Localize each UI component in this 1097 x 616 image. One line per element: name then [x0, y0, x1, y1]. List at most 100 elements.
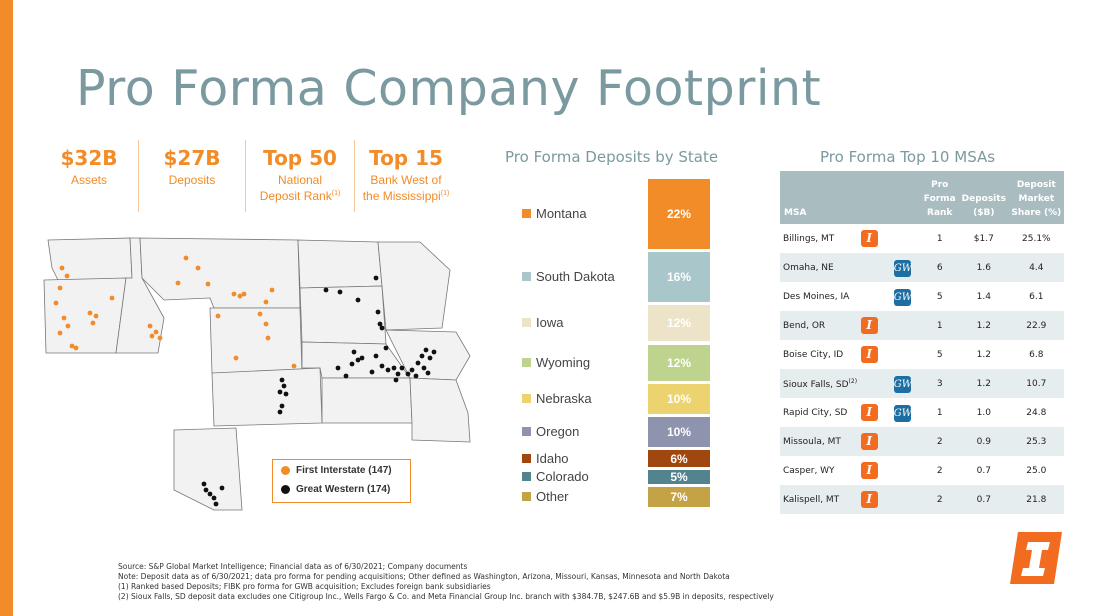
footnote-note: Note: Deposit data as of 6/30/2021; data…	[118, 572, 730, 581]
table-row: Missoula, MT IGW20.925.3	[780, 427, 1064, 456]
bar-value-label: 6%	[670, 451, 688, 466]
rank-cell: 1	[920, 311, 959, 340]
legend-item: Idaho	[522, 451, 569, 466]
col-header-logos	[858, 171, 921, 224]
bar-segment: 6%	[648, 450, 710, 468]
bar-value-label: 5%	[670, 470, 688, 485]
first-interstate-logo	[1010, 532, 1062, 584]
rank-cell: 5	[936, 291, 943, 302]
deposits-cell: 1.6	[958, 253, 1009, 282]
legend-swatch	[522, 427, 531, 437]
rank-cell: 6	[920, 253, 959, 282]
msa-name-cell: Missoula, MT	[780, 427, 859, 456]
bank-logos-cell: IGW	[859, 456, 921, 485]
bar-segment: 22%	[648, 179, 710, 249]
map-legend: First Interstate (147) Great Western (17…	[272, 459, 411, 503]
divider	[354, 140, 355, 212]
state-colorado	[211, 367, 323, 427]
legend-swatch	[522, 271, 531, 281]
deposits-cell: 1.2	[976, 349, 991, 360]
share-cell: 6.1	[1029, 291, 1044, 302]
legend-swatch	[281, 466, 290, 475]
header-line: Deposit	[1016, 180, 1056, 190]
legend-swatch	[522, 491, 531, 501]
col-header-rank: Pro Forma Rank	[920, 171, 959, 224]
kpi-value: Top 50	[263, 146, 337, 170]
category-label: Idaho	[536, 450, 569, 466]
deposits-chart-title: Pro Forma Deposits by State	[505, 148, 719, 166]
state-oregon	[43, 277, 127, 354]
msa-table-title: Pro Forma Top 10 MSAs	[820, 148, 996, 166]
share-cell: 25.3	[1008, 427, 1064, 456]
header-line: Rank	[927, 208, 953, 218]
header-line: Forma	[923, 194, 956, 204]
deposits-cell: 0.7	[958, 485, 1009, 514]
legend-swatch	[522, 472, 531, 482]
bar-segment: 12%	[648, 304, 710, 342]
bar-value-label: 12%	[666, 316, 692, 331]
kpi-label-line1: Bank West of	[370, 173, 442, 187]
great-western-icon: GW	[893, 375, 912, 393]
legend-swatch	[522, 318, 531, 328]
category-label: Oregon	[536, 424, 580, 440]
bar-segment: 10%	[648, 384, 710, 415]
bar-segment: 16%	[648, 251, 710, 302]
msa-name-cell: Sioux Falls, SD(2)	[780, 369, 859, 398]
share-cell: 25.1%	[1022, 233, 1051, 244]
table-row: Rapid City, SD I GW 1 1.0 24.8	[780, 398, 1064, 427]
share-cell: 25.0	[1026, 465, 1047, 476]
bank-logos-cell: IGW	[859, 282, 921, 311]
table-row: Casper, WY IGW 2 0.7 25.0	[780, 456, 1064, 485]
msa-name: Omaha, NE	[783, 262, 834, 273]
msa-name: Boise City, ID	[783, 349, 844, 360]
legend-swatch	[281, 485, 290, 494]
share-cell: 21.8	[1008, 485, 1064, 514]
category-label: Iowa	[536, 315, 564, 331]
header-line: Share (%)	[1011, 208, 1062, 218]
msa-name-cell: Casper, WY	[780, 456, 859, 485]
deposits-cell: 0.9	[958, 427, 1009, 456]
deposits-cell: 1.0	[976, 407, 991, 418]
state-wyoming	[209, 307, 303, 374]
msa-name: Rapid City, SD	[783, 407, 848, 418]
msa-name: Sioux Falls, SD	[783, 379, 849, 390]
state-washington	[47, 237, 133, 281]
msa-table: MSA Pro Forma Rank Deposits ($B) Deposit…	[780, 171, 1064, 514]
state-montana	[139, 237, 301, 309]
bank-logos-cell: IGW	[859, 340, 921, 369]
state-kansas	[321, 377, 413, 424]
first-interstate-icon: I	[860, 461, 878, 479]
msa-name-cell: Bend, OR	[780, 311, 859, 340]
msa-name: Missoula, MT	[783, 436, 841, 447]
deposits-cell: 1.2	[958, 311, 1009, 340]
rank-cell: 2	[920, 485, 959, 514]
first-interstate-icon: I	[860, 316, 878, 334]
footprint-map	[43, 237, 471, 511]
kpi-national-rank: Top 50 National Deposit Rank(1)	[246, 140, 354, 212]
kpi-label-line2: the Mississippi	[362, 189, 441, 203]
footnotes: Source: S&P Global Market Intelligence; …	[118, 562, 774, 602]
bank-logos-cell: IGW	[858, 369, 921, 398]
bar-value-label: 10%	[666, 425, 692, 440]
rank-cell: 2	[936, 465, 943, 476]
kpi-label: Bank West of the Mississippi(1)	[355, 173, 457, 203]
legend-swatch	[522, 394, 531, 404]
header-line: Deposits	[961, 194, 1006, 204]
header-line: ($B)	[973, 208, 995, 218]
kpi-west-rank: Top 15 Bank West of the Mississippi(1)	[355, 140, 457, 212]
great-western-icon: GW	[893, 288, 912, 306]
category-label: Wyoming	[536, 354, 591, 370]
kpi-label-line2: Deposit Rank	[259, 189, 332, 203]
kpi-label-line1: National	[277, 173, 323, 187]
legend-swatch	[522, 208, 531, 218]
great-western-icon: GW	[893, 259, 912, 277]
header-line: Market	[1018, 194, 1055, 204]
first-interstate-icon: I	[860, 229, 878, 247]
state-minnesota	[377, 241, 451, 331]
table-row: Kalispell, MT IGW20.721.8	[780, 485, 1064, 514]
col-header-share: Deposit Market Share (%)	[1008, 171, 1064, 224]
share-cell: 10.7	[1008, 369, 1064, 398]
col-header-msa: MSA	[780, 171, 859, 224]
deposits-cell: 1.4	[976, 291, 991, 302]
